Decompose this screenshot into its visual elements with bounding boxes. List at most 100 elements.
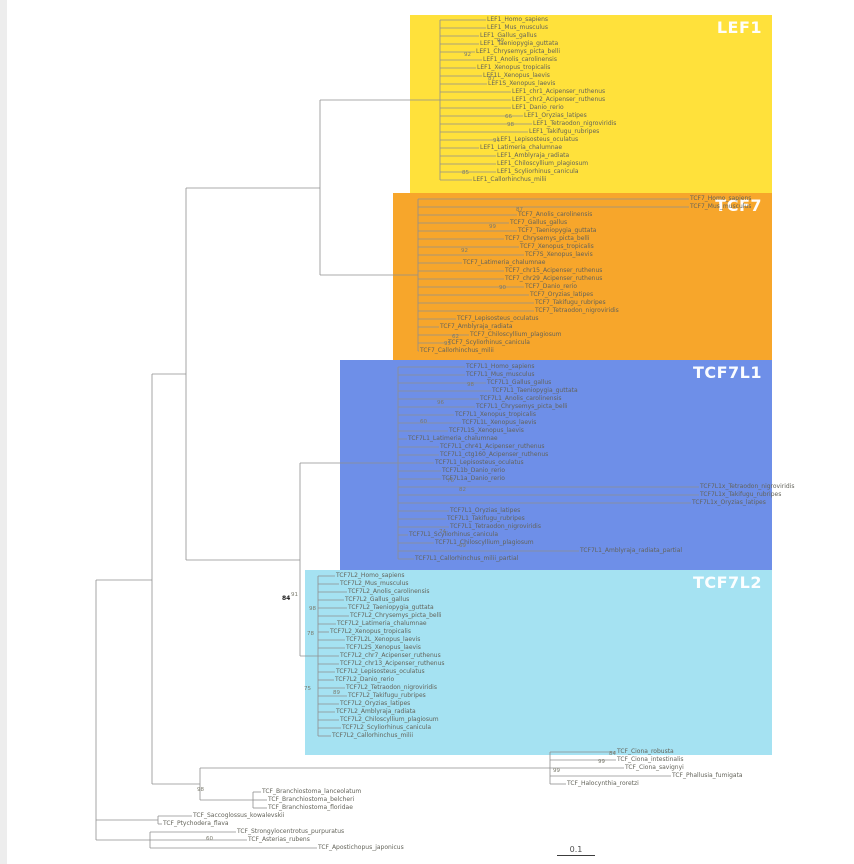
bootstrap-value: 96 [437,400,444,406]
taxon-label: TCF7L1b_Danio_rerio [442,467,506,474]
taxon-label: TCF7_Chrysemys_picta_belli [505,235,590,242]
bootstrap-value: 99 [489,224,496,230]
taxon-label: TCF7L2_chr13_Acipenser_ruthenus [340,660,445,667]
bootstrap-value: 60 [206,836,213,842]
taxon-label: TCF_Asterias_rubens [248,836,310,843]
taxon-label: TCF7L2_chr7_Acipenser_ruthenus [340,652,441,659]
taxon-label: LEF1_Latimeria_chalumnae [480,144,563,151]
taxon-label: LEF1_Amblyraja_radiata [497,152,570,159]
taxon-label: LEF1L_Xenopus_laevis [483,72,550,79]
taxon-label: TCF7L1a_Danio_rerio [442,475,505,482]
taxon-label: TCF7L2_Homo_sapiens [336,572,405,579]
taxon-label: TCF7L1_Anolis_carolinensis [480,395,562,402]
bootstrap-value: 98 [309,606,316,612]
taxon-label: LEF1_Homo_sapiens [487,16,548,23]
taxon-label: LEF1_Xenopus_tropicalis [477,64,551,71]
taxon-label: TCF7L1_Tetraodon_nigroviridis [450,523,541,530]
taxon-label: TCF7L2_Chrysemys_picta_belli [350,612,442,619]
taxon-label: TCF_Ciona_savignyi [625,764,684,771]
taxon-label: LEF1S_Xenopus_laevis [488,80,556,87]
taxon-label: TCF7_Latimeria_chalumnae [463,259,546,266]
bootstrap-value: 99 [598,759,605,765]
taxon-label: TCF7_chr15_Acipenser_ruthenus [505,267,603,274]
taxon-label: TCF7L1L_Xenopus_laevis [462,419,537,426]
taxon-label: TCF7L2_Amblyraja_radiata [336,708,416,715]
taxon-label: TCF7L1_Taeniopygia_guttata [492,387,578,394]
taxon-label: LEF1_Scyliorhinus_canicula [497,168,579,175]
taxon-label: TCF_Saccoglossus_kowalevskii [193,812,285,819]
clade-block-lef1: LEF1 [410,15,772,193]
taxon-label: TCF7_Mus_musculus [690,203,752,210]
bootstrap-value: 99 [553,768,560,774]
bootstrap-value: 84 [282,595,291,602]
taxon-label: TCF7L1x_Tetraodon_nigroviridis [700,483,795,490]
clade-block-tcf7: TCF7 [393,193,772,360]
taxon-label: TCF7_Anolis_carolinensis [518,211,593,218]
taxon-label: TCF7L2_Oryzias_latipes [340,700,411,707]
taxon-label: TCF7L2_Danio_rerio [335,676,395,683]
taxon-label: TCF7_Xenopus_tropicalis [520,243,594,250]
taxon-label: TCF7L1_Chiloscyllium_plagiosum [435,539,534,546]
bootstrap-value: 82 [459,487,466,493]
taxon-label: TCF7_Lepisosteus_oculatus [457,315,539,322]
bootstrap-value: 87 [516,207,523,213]
bootstrap-value: 90 [499,285,506,291]
taxon-label: TCF_Halocynthia_roretzi [567,780,639,787]
taxon-label: LEF1_Anolis_carolinensis [483,56,557,63]
taxon-label: TCF7L2L_Xenopus_laevis [346,636,421,643]
taxon-label: LEF1_chr2_Acipenser_ruthenus [512,96,606,103]
taxon-label: TCF7L1x_Oryzias_latipes [692,499,766,506]
taxon-label: TCF7_Tetraodon_nigroviridis [535,307,619,314]
taxon-label: TCF7L1_Scyliorhinus_canicula [409,531,499,538]
bootstrap-value: 87 [488,76,495,82]
bootstrap-value: 85 [462,170,469,176]
bootstrap-value: 91 [291,592,298,598]
taxon-label: TCF7L2_Tetraodon_nigroviridis [346,684,437,691]
scale-bar-label: 0.1 [569,845,583,854]
taxon-label: TCF7L2_Taeniopygia_guttata [348,604,434,611]
taxon-label: TCF7_chr29_Acipenser_ruthenus [505,275,603,282]
taxon-label: TCF7S_Xenopus_laevis [525,251,593,258]
taxon-label: TCF7_Oryzias_latipes [530,291,594,298]
taxon-label: LEF1_Taeniopygia_guttata [480,40,559,47]
taxon-label: TCF7L1S_Xenopus_laevis [449,427,524,434]
bootstrap-value: 99 [497,38,504,44]
taxon-label: TCF7L1_Lepisosteus_oculatus [435,459,524,466]
taxon-label: TCF7L2_Takifugu_rubripes [348,692,426,699]
taxon-label: TCF7L1_Amblyraja_radiata_partial [580,547,683,554]
clade-title-tcf7l2: TCF7L2 [692,573,762,592]
taxon-label: TCF7L2_Mus_musculus [340,580,409,587]
bootstrap-value: 98 [507,122,514,128]
bootstrap-value: 74 [439,529,446,535]
bootstrap-value: 62 [452,334,459,340]
bootstrap-value: 92 [464,52,471,58]
taxon-label: TCF7L1_Mus_musculus [466,371,535,378]
taxon-label: TCF7L2_Lepisosteus_oculatus [336,668,425,675]
taxon-label: TCF7L1_Callorhinchus_milii_partial [415,555,519,562]
taxon-label: LEF1_Danio_rerio [512,104,564,111]
taxon-label: TCF7L1x_Takifugu_rubripes [700,491,782,498]
taxon-label: TCF7_Danio_rerio [525,283,578,290]
taxon-label: TCF7_Taeniopygia_guttata [518,227,597,234]
taxon-label: LEF1_Oryzias_latipes [524,112,587,119]
taxon-label: TCF_Ptychodera_flava [163,820,229,827]
taxon-label: TCF7L1_Homo_sapiens [466,363,535,370]
bootstrap-value: 60 [420,419,427,425]
taxon-label: TCF7L1_Takifugu_rubripes [447,515,525,522]
scale-bar-line [557,855,595,856]
bootstrap-value: 84 [609,751,616,757]
taxon-label: TCF_Branchiostoma_floridae [268,804,353,811]
taxon-label: LEF1_Callorhinchus_milii [473,176,547,183]
bootstrap-value: 78 [307,631,314,637]
taxon-label: TCF7L2_Gallus_gallus [345,596,410,603]
bootstrap-value: 98 [467,382,474,388]
clade-block-tcf7l2: TCF7L2 [305,570,772,755]
bootstrap-value: 66 [505,114,512,120]
taxon-label: TCF_Phallusia_fumigata [672,772,743,779]
bootstrap-value: 98 [197,787,204,793]
taxon-label: TCF7L2_Xenopus_tropicalis [330,628,411,635]
clade-title-tcf7: TCF7 [715,196,762,215]
bootstrap-value: 75 [304,686,311,692]
taxon-label: TCF7L1_chr41_Acipenser_ruthenus [440,443,545,450]
